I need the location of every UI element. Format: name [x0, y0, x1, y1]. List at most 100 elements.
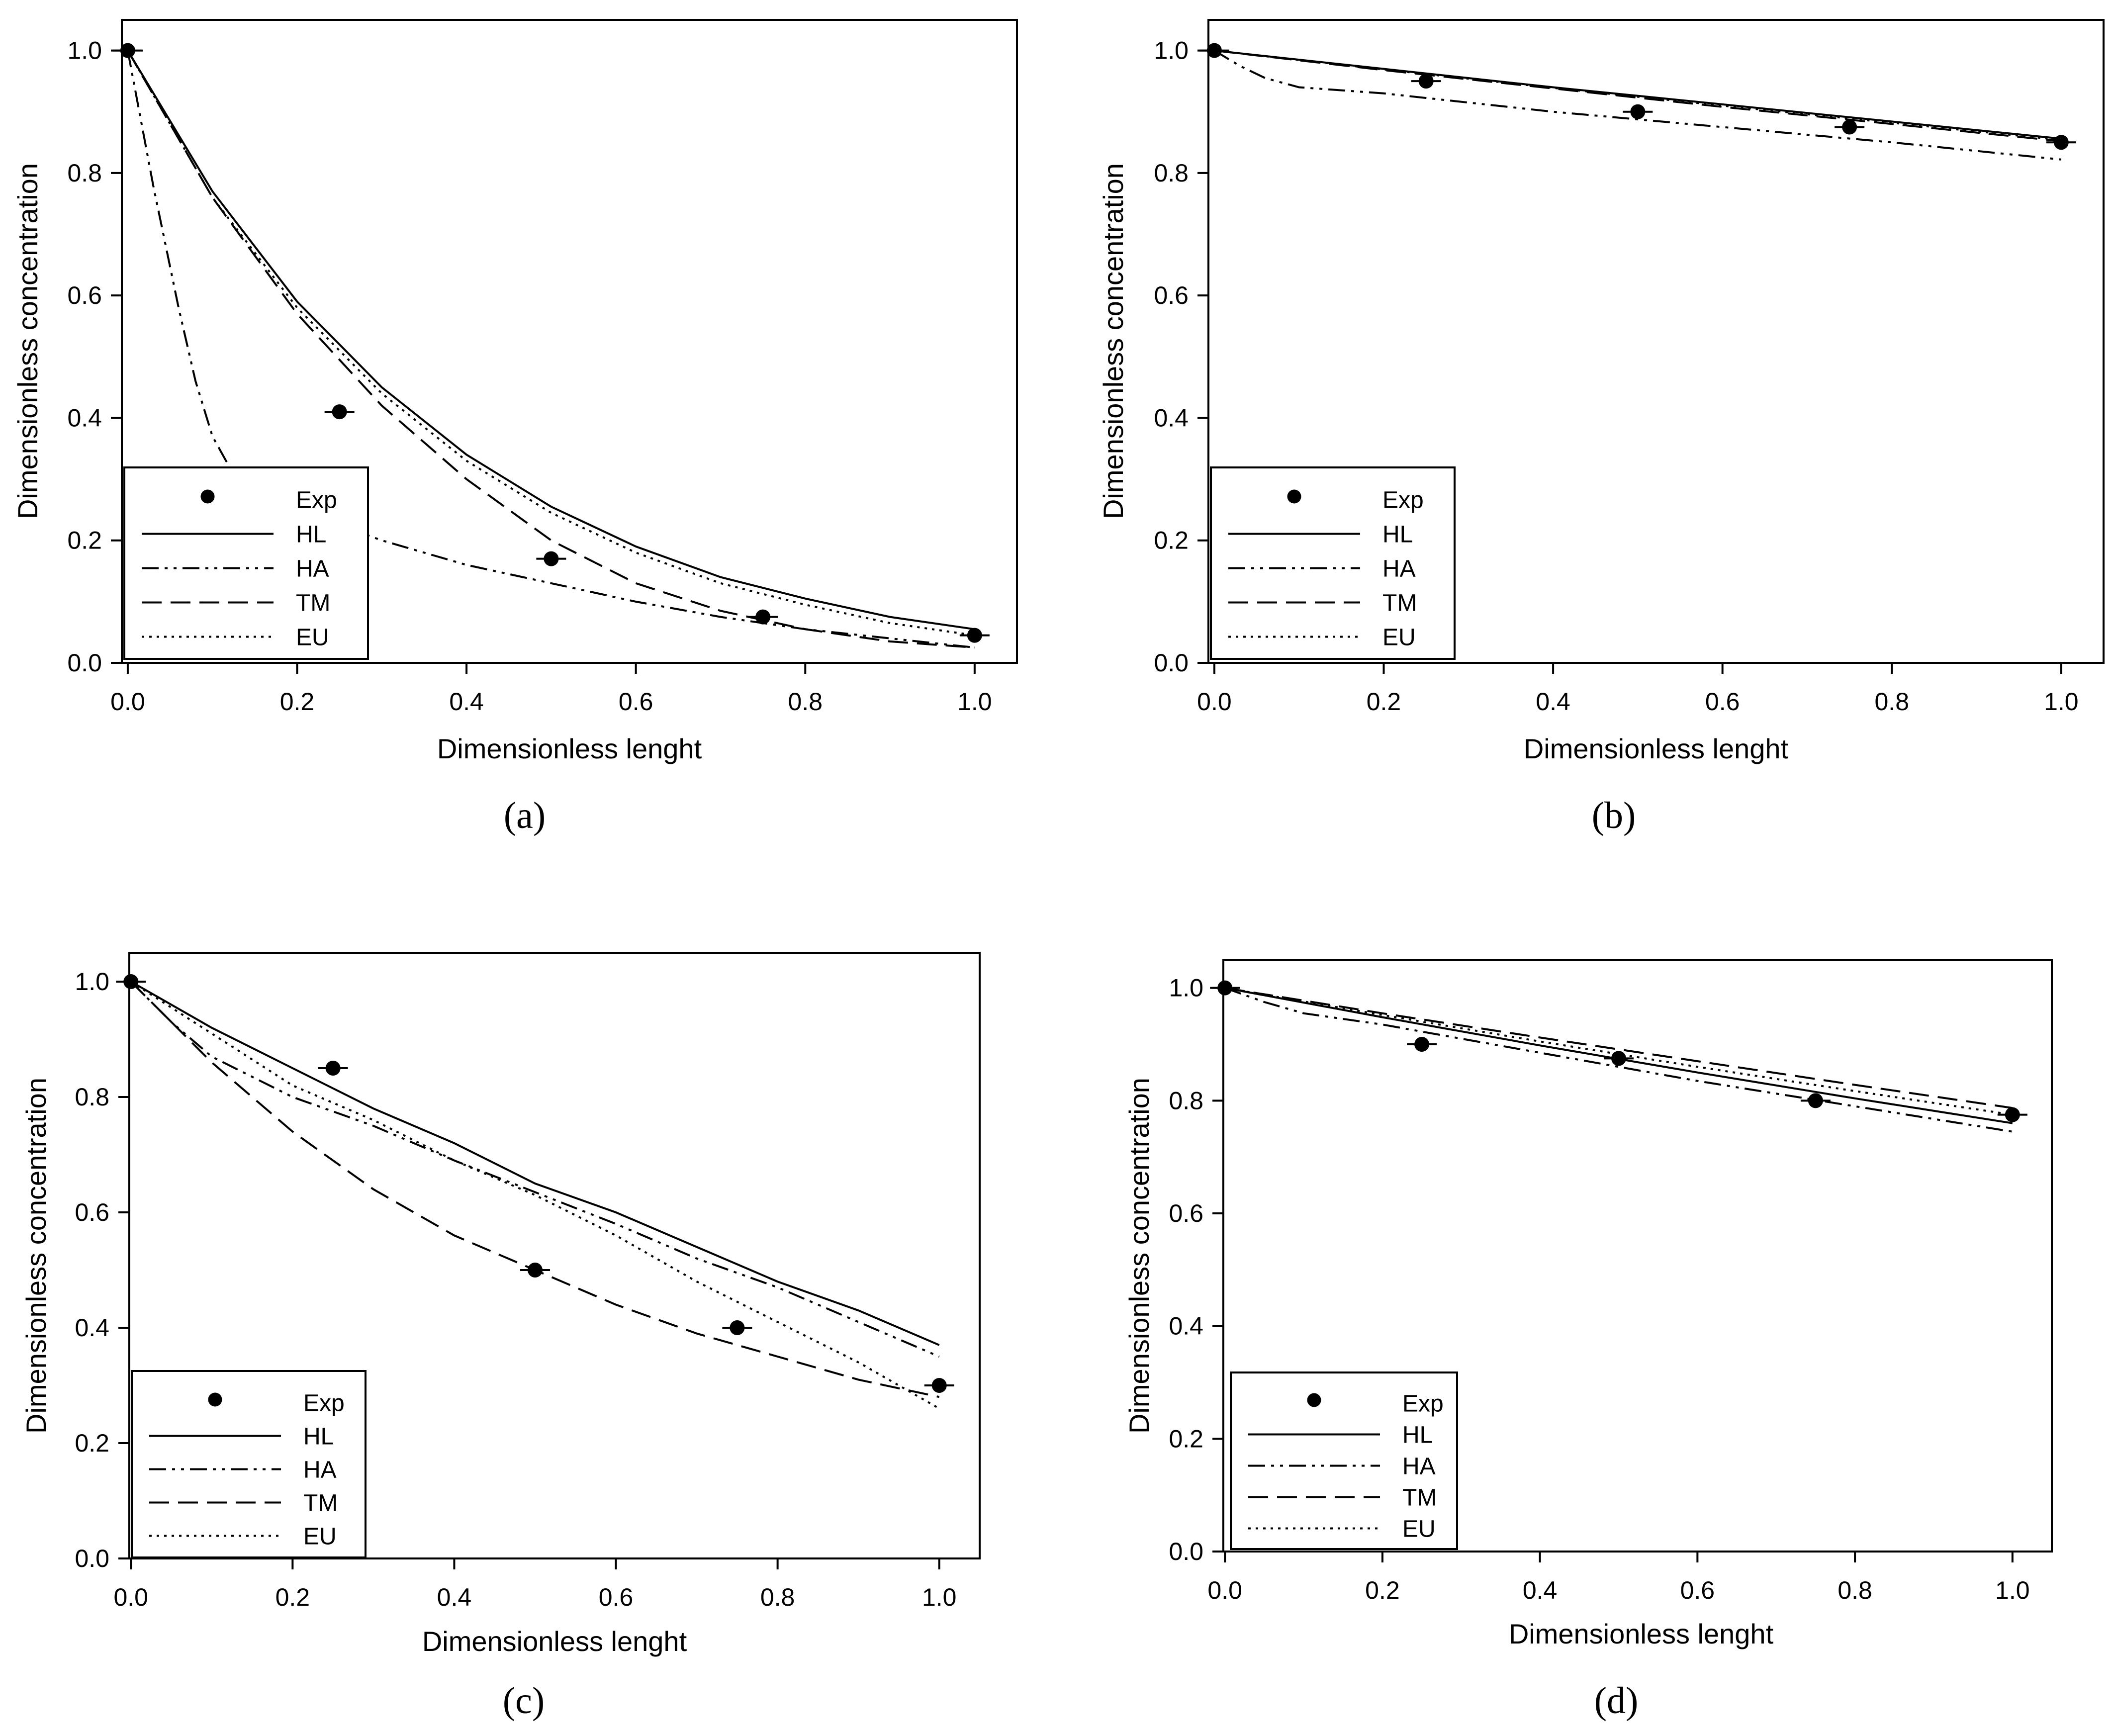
- plot-frame: [1222, 959, 2053, 1553]
- exp-point: [1630, 104, 1646, 119]
- y-tick-label: 0.0: [1154, 649, 1189, 677]
- y-axis-label: Dimensionless concentration: [12, 163, 43, 519]
- series-line-eu: [127, 50, 975, 637]
- legend-marker-exp: [1307, 1393, 1321, 1407]
- y-tick-label: 1.0: [1154, 37, 1189, 65]
- y-axis-label: Dimensionless concentration: [20, 1078, 52, 1434]
- exp-point: [544, 551, 559, 566]
- series-line-eu: [130, 981, 940, 1410]
- legend-label-exp: Exp: [1382, 487, 1424, 514]
- x-axis-label: Dimensionless lenght: [1509, 1618, 1774, 1649]
- y-tick-label: 0.0: [75, 1545, 109, 1572]
- x-tick-label: 1.0: [1995, 1576, 2030, 1604]
- y-tick-label: 0.6: [1169, 1199, 1203, 1227]
- series-line-eu: [1214, 49, 2062, 141]
- legend-label-tm: TM: [1402, 1485, 1437, 1511]
- x-tick-label: 1.0: [922, 1583, 957, 1611]
- x-tick-label: 0.4: [449, 688, 484, 716]
- legend-label-exp: Exp: [1402, 1391, 1444, 1417]
- legend-box: [123, 466, 369, 660]
- y-axis-label: Dimensionless concentration: [1123, 1078, 1155, 1434]
- y-tick-label: 0.6: [1154, 281, 1189, 309]
- x-tick-label: 0.2: [276, 1583, 310, 1611]
- exp-point: [332, 404, 347, 420]
- exp-point: [2005, 1107, 2020, 1122]
- y-tick-label: 0.4: [1169, 1312, 1203, 1340]
- y-tick-label: 0.6: [67, 281, 102, 309]
- series-line-ha: [130, 981, 940, 1358]
- x-tick-label: 0.0: [1197, 688, 1232, 716]
- x-tick-label: 1.0: [957, 688, 992, 716]
- x-tick-label: 0.4: [1536, 688, 1570, 716]
- exp-point: [931, 1378, 947, 1393]
- legend-box: [131, 1370, 367, 1558]
- legend-label-eu: EU: [303, 1524, 337, 1550]
- x-tick-label: 0.8: [1838, 1576, 1872, 1604]
- x-tick-label: 0.0: [1207, 1576, 1242, 1604]
- series-line-hl: [127, 50, 975, 631]
- exp-point: [2053, 135, 2069, 150]
- legend-label-exp: Exp: [303, 1390, 345, 1417]
- x-tick-label: 0.2: [280, 688, 315, 716]
- exp-point: [1418, 74, 1434, 89]
- chart-panel-d: 0.0 0.2 0.4 0.6 0.8 1.0 0.0 0.2 0.4 0.6 0.8 1.0 Dime…: [1123, 959, 2053, 1722]
- legend-label-ha: HA: [296, 556, 329, 582]
- panel-caption: (c): [503, 1680, 545, 1722]
- series-line-tm: [130, 981, 940, 1398]
- series-line-tm: [1224, 987, 2013, 1109]
- chart-panel-c: 0.0 0.2 0.4 0.6 0.8 1.0 0.0 0.2 0.4 0.6 0.8 1.0 Dime…: [20, 952, 981, 1722]
- x-axis-label: Dimensionless lenght: [437, 733, 702, 764]
- legend-marker-exp: [208, 1392, 222, 1407]
- exp-point: [1808, 1093, 1823, 1108]
- x-tick-label: 0.6: [599, 1583, 634, 1611]
- y-tick-label: 0.0: [67, 649, 102, 677]
- x-tick-label: 0.4: [437, 1583, 472, 1611]
- y-tick-label: 0.2: [1169, 1425, 1203, 1453]
- y-tick-label: 0.0: [1169, 1538, 1203, 1565]
- series-line-tm: [127, 50, 975, 649]
- chart-panel-a: 0.0 0.2 0.4 0.6 0.8 1.0 0.0 0.2 0.4 0.6 0.8 1.0 Dime…: [12, 19, 1018, 836]
- exp-point: [1414, 1037, 1430, 1052]
- chart-panel-b: 0.0 0.2 0.4 0.6 0.8 1.0 0.0 0.2 0.4 0.6 0.8 1.0 Dime…: [1098, 19, 2105, 836]
- exp-point: [1842, 119, 1857, 135]
- exp-point: [123, 974, 139, 989]
- series-line-eu: [1224, 987, 2013, 1116]
- legend-marker-exp: [200, 489, 215, 504]
- y-tick-label: 0.2: [75, 1429, 109, 1457]
- panel-caption: (b): [1592, 795, 1636, 836]
- legend-marker-exp: [1287, 489, 1301, 504]
- y-tick-label: 0.4: [1154, 404, 1189, 432]
- exp-point: [967, 628, 982, 643]
- legend-label-hl: HL: [1382, 522, 1413, 548]
- x-tick-label: 0.8: [788, 688, 823, 716]
- legend-label-tm: TM: [303, 1490, 338, 1517]
- panel-caption: (a): [504, 795, 546, 836]
- x-tick-label: 0.6: [1680, 1576, 1715, 1604]
- series-line-hl: [130, 981, 940, 1346]
- exp-point: [1217, 980, 1233, 996]
- y-tick-label: 1.0: [75, 968, 109, 996]
- y-tick-label: 1.0: [67, 37, 102, 65]
- series-line-ha: [1224, 987, 2013, 1133]
- series-line-tm: [1214, 49, 2062, 142]
- legend-label-hl: HL: [303, 1424, 334, 1450]
- x-tick-label: 0.4: [1523, 1576, 1558, 1604]
- y-axis-label: Dimensionless concentration: [1098, 163, 1129, 519]
- x-tick-label: 0.6: [619, 688, 653, 716]
- x-axis-label: Dimensionless lenght: [1524, 733, 1789, 764]
- series-line-ha: [1213, 49, 2062, 161]
- exp-point: [1206, 43, 1222, 58]
- legend-label-hl: HL: [1402, 1422, 1433, 1449]
- legend-label-ha: HA: [303, 1457, 337, 1483]
- legend-label-hl: HL: [296, 522, 326, 548]
- x-tick-label: 0.2: [1367, 688, 1401, 716]
- x-tick-label: 0.6: [1705, 688, 1740, 716]
- exp-point: [120, 43, 135, 58]
- panel-caption: (d): [1594, 1680, 1639, 1722]
- legend-box: [1210, 466, 1456, 660]
- y-tick-label: 0.8: [75, 1083, 109, 1111]
- x-tick-label: 0.0: [110, 688, 145, 716]
- y-tick-label: 0.6: [75, 1198, 109, 1226]
- x-tick-label: 0.0: [113, 1583, 148, 1611]
